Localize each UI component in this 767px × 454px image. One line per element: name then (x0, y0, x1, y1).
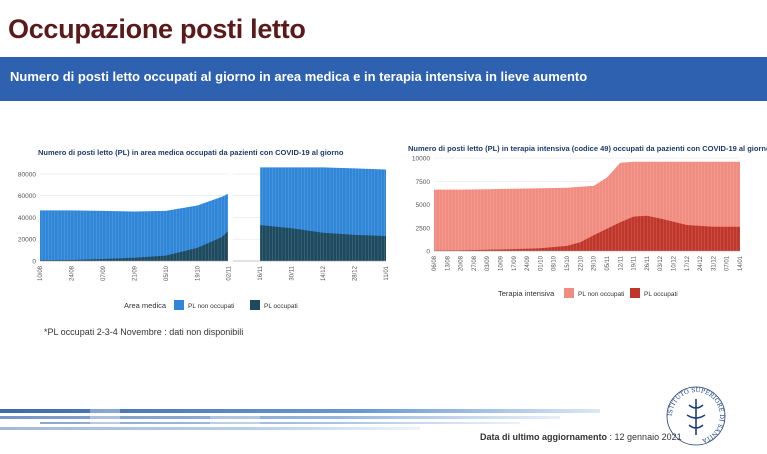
x-tick-label: 20/08 (459, 255, 465, 271)
legend-title: Area medica (124, 301, 167, 310)
y-tick-label: 0 (32, 259, 36, 266)
chart-title-terapia-intensiva: Numero di posti letto (PL) in terapia in… (408, 144, 767, 153)
x-tick-label: 11/01 (384, 265, 390, 280)
x-tick-label: 31/12 (711, 255, 717, 271)
chart-title-area-medica: Numero di posti letto (PL) in area medic… (38, 148, 344, 157)
legend-label: PL occupati (644, 291, 678, 298)
x-tick-label: 17/12 (685, 255, 691, 271)
legend-swatch (564, 288, 574, 298)
data-gap (228, 173, 233, 262)
page-title: Occupazione posti letto (8, 14, 306, 44)
x-tick-label: 10/12 (671, 255, 677, 271)
x-tick-label: 24/09 (525, 255, 531, 271)
y-tick-label: 40000 (18, 215, 36, 222)
legend-label: PL occupati (264, 303, 298, 310)
x-tick-label: 15/10 (565, 255, 571, 271)
x-tick-label: 02/11 (227, 265, 233, 280)
legend-swatch (174, 300, 184, 310)
iss-logo: ISTITUTO SUPERIORE DI SANITÀ (666, 386, 726, 446)
x-tick-label: 19/11 (632, 255, 638, 270)
x-tick-label: 06/08 (432, 255, 438, 271)
x-tick-label: 03/12 (658, 255, 664, 271)
x-tick-label: 14/01 (738, 255, 744, 271)
chart-area-medica: Numero di posti letto (PL) in area medic… (0, 133, 390, 318)
chart-terapia-intensiva: Numero di posti letto (PL) in terapia in… (400, 133, 767, 313)
x-tick-label: 10/09 (499, 255, 505, 271)
chart-terapia-intensiva-svg: 0 2500 5000 7500 10000 06/08 13/08 20/08 27/08 03… (412, 156, 744, 298)
x-tick-label: 29/10 (592, 255, 598, 271)
x-tick-label: 14/12 (321, 265, 327, 281)
area-pl-non-occupati (40, 193, 229, 261)
banner-text: Numero di posti letto occupati al giorno… (10, 69, 588, 84)
y-tick-label: 10000 (412, 156, 430, 163)
x-tick-label: 19/10 (195, 265, 201, 281)
x-tick-label: 08/10 (552, 255, 558, 271)
legend-swatch (250, 300, 260, 310)
y-tick-label: 2500 (416, 225, 431, 232)
x-tick-label: 16/11 (258, 265, 264, 280)
area-pl-occupati (260, 225, 386, 261)
x-tick-label: 28/12 (353, 265, 359, 281)
x-tick-label: 01/10 (538, 255, 544, 271)
x-tick-label: 27/08 (472, 255, 478, 271)
x-tick-label: 24/12 (698, 255, 704, 271)
legend-title: Terapia intensiva (498, 289, 555, 298)
y-tick-label: 20000 (18, 237, 36, 244)
y-tick-label: 5000 (416, 202, 431, 209)
chart-area-medica-svg: 0 20000 40000 60000 80000 10/08 24/08 07/09 21/0… (18, 163, 390, 310)
x-tick-label: 30/11 (290, 265, 296, 280)
x-tick-label: 13/08 (445, 255, 451, 271)
footnote: *PL occupati 2-3-4 Novembre : dati non d… (44, 327, 244, 337)
legend-label: PL non occupati (188, 303, 234, 310)
x-tick-label: 07/01 (725, 255, 731, 271)
subtitle-banner: Numero di posti letto occupati al giorno… (0, 57, 767, 101)
x-tick-label: 03/09 (485, 255, 491, 271)
y-tick-label: 7500 (416, 179, 431, 186)
last-update: Data di ultimo aggiornamento : 12 gennai… (480, 432, 682, 442)
x-tick-label: 05/11 (605, 255, 611, 270)
x-tick-label: 22/10 (578, 255, 584, 271)
y-tick-label: 80000 (18, 171, 36, 178)
x-tick-label: 21/09 (132, 265, 138, 281)
y-tick-label: 0 (426, 249, 430, 256)
y-tick-label: 60000 (18, 193, 36, 200)
decorative-stripe (0, 407, 600, 430)
area-pl-occupati (434, 215, 740, 251)
area-pl-occupati (40, 230, 229, 261)
legend-swatch (630, 288, 640, 298)
x-tick-label: 10/08 (38, 265, 44, 281)
x-tick-label: 07/09 (101, 265, 107, 281)
last-update-label: Data di ultimo aggiornamento (480, 432, 608, 442)
x-tick-label: 17/09 (512, 255, 518, 271)
x-tick-label: 12/11 (618, 255, 624, 270)
x-tick-label: 26/11 (645, 255, 651, 270)
last-update-value: : 12 gennaio 2021 (609, 432, 682, 442)
x-tick-label: 05/10 (164, 265, 170, 281)
x-tick-label: 24/08 (69, 265, 75, 281)
legend-label: PL non occupati (578, 291, 624, 298)
